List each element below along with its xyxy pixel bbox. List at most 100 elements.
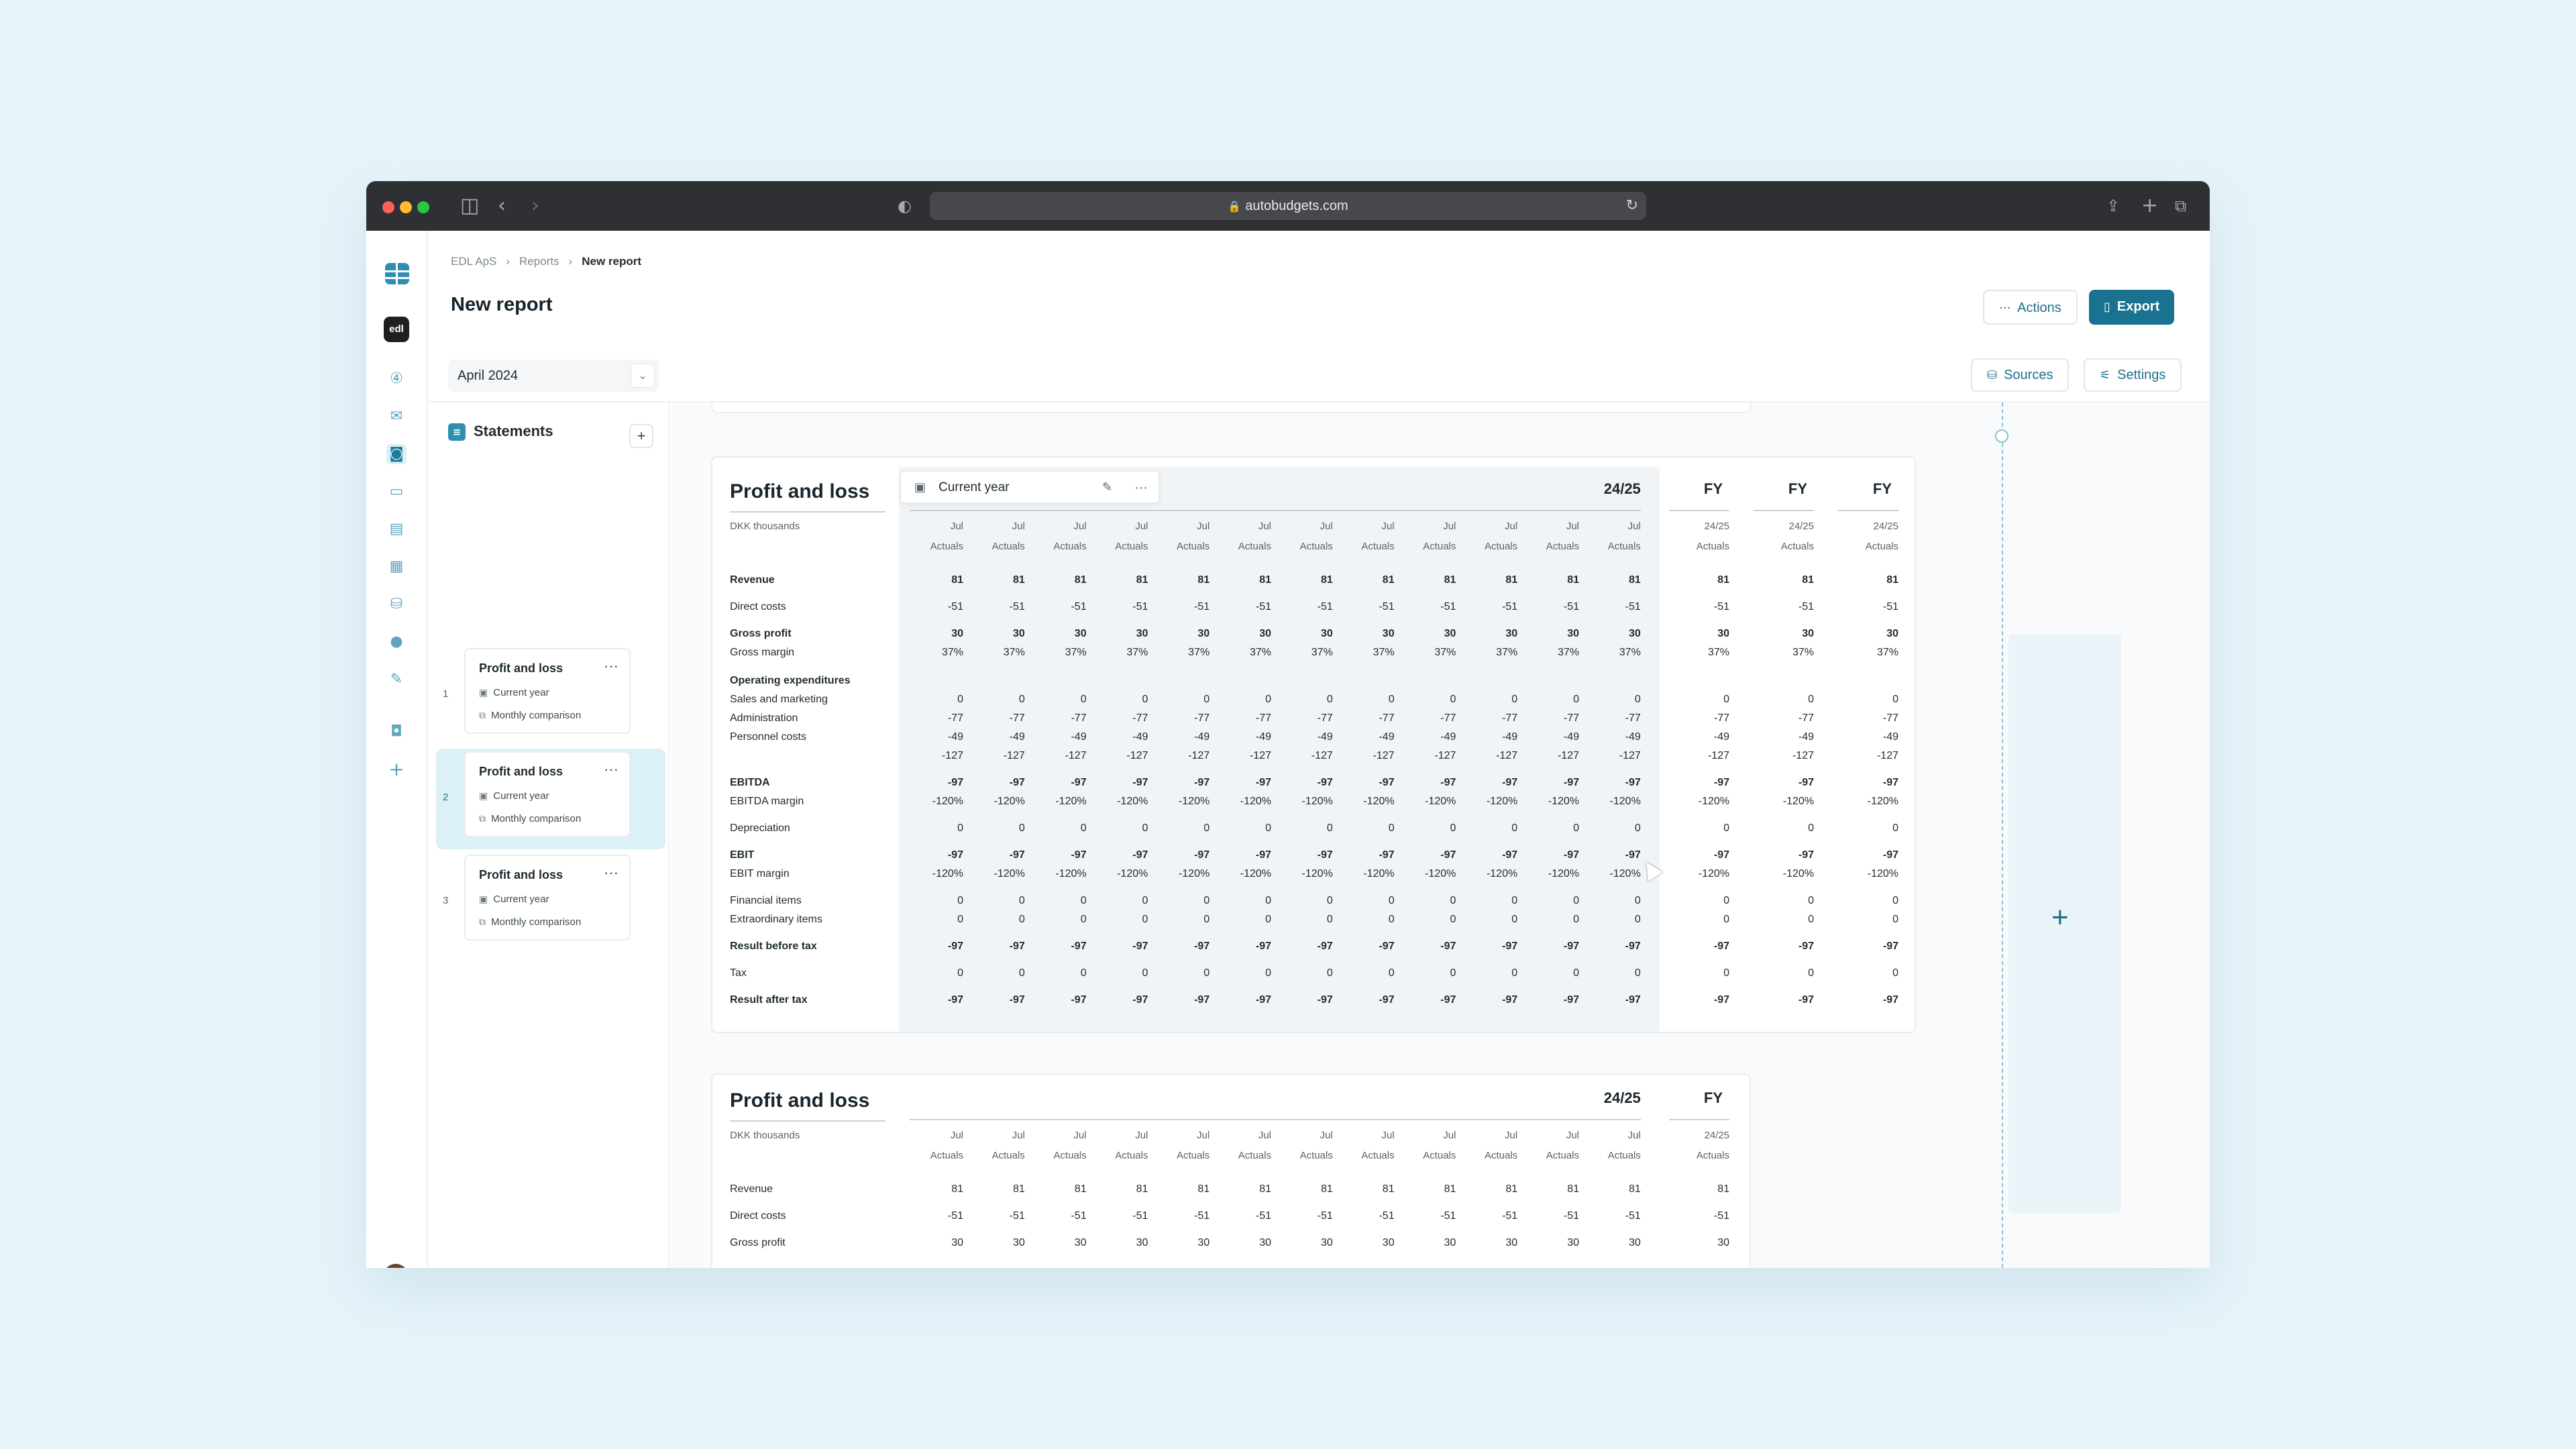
new-tab-icon[interactable]: + [2141,194,2159,217]
drag-handle[interactable] [1995,429,2008,443]
table-cell: -77 [1379,712,1395,724]
table-cell: 81 [1505,1183,1518,1195]
more-icon[interactable]: ··· [604,761,619,777]
maximize-window-button[interactable] [417,201,429,213]
row-label: EBIT margin [730,868,790,879]
chevron-down-icon[interactable]: ⌄ [631,364,655,388]
briefcase-icon[interactable]: ◙ [386,444,407,464]
forward-icon[interactable]: › [531,194,539,217]
add-column-button[interactable]: + [2051,901,2069,934]
tab-overview-icon[interactable]: ⧉ [2175,197,2187,215]
table-cell: -120% [1425,868,1456,879]
row-label: Administration [730,712,798,724]
table-cell: -77 [1317,712,1333,724]
table-cell: 37% [1876,647,1898,658]
column-header-type: Actuals [1423,1150,1456,1161]
table-cell: 0 [1808,694,1814,705]
column-header-type: Actuals [991,541,1025,552]
table-cell: -97 [1440,849,1456,861]
privacy-shield-icon[interactable]: ◐ [898,197,912,215]
table-cell: 0 [1203,967,1210,979]
table-cell: 30 [1197,1237,1210,1248]
title-rule [730,511,885,513]
column-header-period: Jul [1073,1130,1087,1141]
avatar[interactable] [383,1264,409,1268]
edit-icon[interactable]: ✎ [1102,480,1113,494]
table-cell: -51 [1132,601,1148,612]
table-cell: -97 [1713,777,1729,788]
puzzle-icon[interactable]: ✎ [390,671,403,688]
period-select[interactable]: April 2024 ⌄ [448,360,659,392]
org-badge[interactable]: edl [384,317,409,342]
rocket-icon[interactable]: ④ [390,370,403,387]
column-header-period: Jul [1566,521,1579,532]
unit-label: DKK thousands [730,1130,800,1141]
app-logo-icon[interactable] [384,260,411,287]
column-group-header[interactable]: ▣ Current year ✎ ··· [900,471,1159,503]
table-cell: 30 [1382,1237,1395,1248]
minimize-window-button[interactable] [400,201,412,213]
table-cell: 81 [1321,1183,1333,1195]
back-icon[interactable]: ‹ [498,194,506,217]
column-header-type: Actuals [1299,1150,1333,1161]
statement-card[interactable]: Profit and loss ··· ▣ Current year ⧉ Month… [464,648,631,734]
breadcrumb-org[interactable]: EDL ApS [451,255,497,268]
column-header-type: Actuals [1238,541,1271,552]
table-cell: -120% [1240,868,1271,879]
address-bar[interactable]: 🔒 autobudgets.com ↻ [930,192,1646,220]
calendar-icon: ▣ [479,894,488,905]
sources-button[interactable]: ⛁ Sources [1971,358,2070,392]
table-cell: -51 [1379,601,1395,612]
close-window-button[interactable] [382,201,394,213]
statements-title: Statements [474,423,553,439]
table-cell: -77 [1625,712,1641,724]
table-icon[interactable]: ▦ [389,558,404,575]
users-icon[interactable]: ● [390,633,403,650]
table-cell: 30 [1013,628,1025,639]
box-icon[interactable]: ◘ [390,723,402,740]
document-icon[interactable]: ▤ [389,521,404,537]
table-cell: 0 [1018,914,1025,925]
table-cell: -97 [1563,777,1579,788]
add-statement-button[interactable]: + [629,424,653,448]
table-cell: -77 [947,712,963,724]
grid-icon[interactable]: ▭ [389,483,404,500]
statement-card-selected[interactable]: Profit and loss ··· ▣ Current year ⧉ Month… [464,751,631,837]
table-cell: -97 [1379,777,1395,788]
more-icon[interactable]: ··· [1134,480,1148,495]
actions-button[interactable]: ··· Actions [1983,290,2078,325]
table-cell: -97 [1798,941,1814,952]
calendar-icon: ▣ [914,480,926,494]
table-cell: 30 [1074,628,1087,639]
table-cell: 81 [1013,1183,1025,1195]
add-icon[interactable]: + [388,758,405,780]
table-cell: -51 [1317,601,1333,612]
table-cell: -120% [1240,796,1271,807]
table-cell: 0 [1326,895,1333,906]
share-icon[interactable]: ⇪ [2106,197,2121,215]
table-cell: -51 [1798,601,1814,612]
add-column-zone[interactable]: + [2008,635,2121,1213]
statement-card[interactable]: Profit and loss ··· ▣ Current year ⧉ Month… [464,855,631,941]
export-button[interactable]: ▯ Export [2089,290,2175,325]
table-cell: 0 [957,822,963,834]
table-cell: -97 [1317,941,1333,952]
statement-panel[interactable]: Profit and loss DKK thousands 24/25 FY Jul… [711,1073,1751,1268]
column-header-type: Actuals [1361,1150,1395,1161]
column-header-period: Jul [1505,1130,1518,1141]
previous-statement-panel [711,402,1751,413]
more-icon[interactable]: ··· [604,864,619,881]
inbox-icon[interactable]: ✉ [390,408,403,425]
table-cell: 0 [1634,694,1641,705]
app-rail: edl ④ ✉ ◙ ▭ ▤ ▦ ⛁ ● ✎ ◘ + [366,231,428,1268]
table-cell: 37% [1003,647,1025,658]
more-icon[interactable]: ··· [604,657,619,674]
database-icon[interactable]: ⛁ [390,596,403,612]
breadcrumb-reports[interactable]: Reports [519,255,559,268]
statement-panel-selected[interactable]: Profit and loss DKK thousands ▣ Current … [711,456,1916,1033]
table-cell: 81 [1136,574,1148,586]
settings-button[interactable]: ⚟ Settings [2084,358,2182,392]
sidebar-toggle-icon[interactable]: ◫ [460,194,480,217]
table-cell: -51 [1882,601,1898,612]
reload-icon[interactable]: ↻ [1625,197,1638,214]
